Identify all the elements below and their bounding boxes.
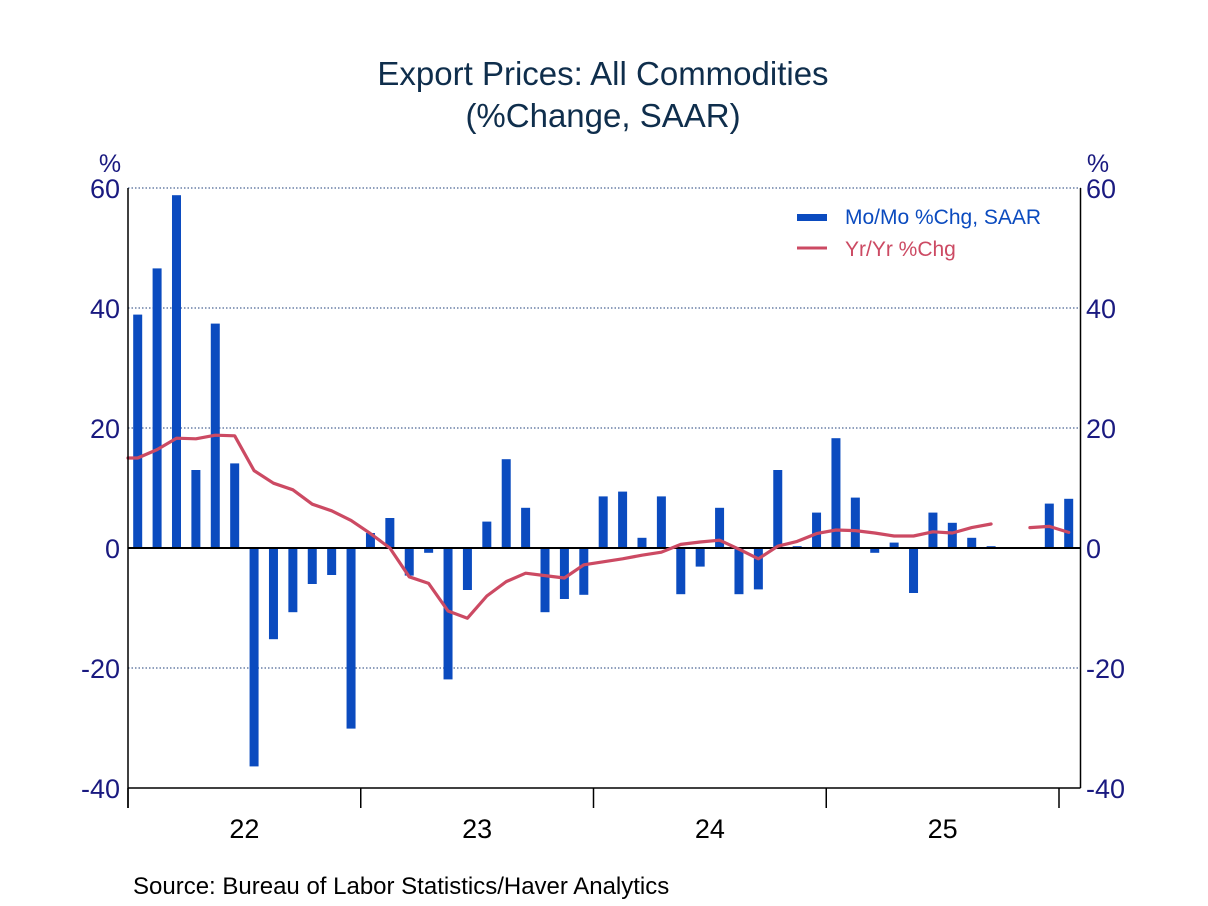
mom-bar xyxy=(191,470,201,548)
y-tick-label-left: -20 xyxy=(81,654,120,684)
mom-bar xyxy=(579,548,589,595)
y-tick-label-left: 40 xyxy=(90,294,120,324)
mom-bar xyxy=(656,496,666,548)
y-tick-label-left: 20 xyxy=(90,414,120,444)
mom-bar xyxy=(482,521,492,548)
mom-bar xyxy=(909,548,919,593)
mom-bar xyxy=(133,314,143,548)
left-y-unit: % xyxy=(99,150,121,178)
mom-bar xyxy=(715,507,725,548)
gridlines xyxy=(128,187,1081,669)
y-tick-label-right: 0 xyxy=(1086,534,1101,564)
mom-bar xyxy=(462,548,472,590)
y-tick-label-right: 20 xyxy=(1086,414,1116,444)
mom-bar xyxy=(1064,498,1074,548)
mom-bar xyxy=(540,548,550,613)
y-tick-label-left: -40 xyxy=(81,774,120,804)
legend-swatch-mom xyxy=(797,214,827,221)
legend: Mo/Mo %Chg, SAAR Yr/Yr %Chg xyxy=(797,206,1041,261)
mom-bar xyxy=(870,548,880,553)
mom-bar xyxy=(152,268,162,548)
left-y-axis-labels: 60 40 20 0 -20 -40 xyxy=(81,174,120,804)
mom-bar xyxy=(424,548,434,553)
yoy-line-group xyxy=(126,433,1071,620)
mom-bar xyxy=(327,548,337,575)
mom-bar xyxy=(637,537,647,548)
mom-bar xyxy=(889,542,899,548)
mom-bar xyxy=(734,548,744,595)
mom-bar xyxy=(521,507,531,548)
mom-bar xyxy=(404,548,414,576)
mom-bar xyxy=(967,537,977,548)
mom-bar xyxy=(288,548,298,613)
mom-bars xyxy=(133,195,1074,767)
mom-bar xyxy=(947,522,957,548)
mom-bar xyxy=(753,548,763,590)
y-tick-label-left: 0 xyxy=(105,534,120,564)
mom-bar xyxy=(676,548,686,595)
mom-bar xyxy=(773,470,783,548)
x-tick-label: 22 xyxy=(229,814,259,844)
yoy-line-segment xyxy=(126,433,993,620)
mom-bar xyxy=(230,463,240,548)
y-tick-label-left: 60 xyxy=(90,174,120,204)
y-tick-label-right: 60 xyxy=(1086,174,1116,204)
legend-label-yoy: Yr/Yr %Chg xyxy=(845,238,956,261)
mom-bar xyxy=(831,438,841,548)
y-tick-label-right: -20 xyxy=(1086,654,1125,684)
mom-bar xyxy=(618,491,628,548)
mom-bar xyxy=(171,195,181,548)
yoy-line-segment xyxy=(1028,524,1071,535)
mom-bar xyxy=(559,548,569,599)
mom-bar xyxy=(249,548,259,767)
mom-bar xyxy=(501,459,511,548)
mom-bar xyxy=(365,533,375,548)
legend-label-mom: Mo/Mo %Chg, SAAR xyxy=(845,206,1041,229)
x-tick-label: 23 xyxy=(462,814,492,844)
right-y-unit: % xyxy=(1087,150,1109,178)
mom-bar xyxy=(385,518,395,548)
y-tick-label-right: 40 xyxy=(1086,294,1116,324)
x-axis-ticks: 22 23 24 25 xyxy=(127,788,1060,844)
right-y-axis-labels: 60 40 20 0 -20 -40 xyxy=(1086,174,1125,804)
mom-bar xyxy=(346,548,356,729)
x-tick-label: 24 xyxy=(695,814,725,844)
chart-title: Export Prices: All Commodities xyxy=(377,55,828,92)
mom-bar xyxy=(307,548,317,584)
y-tick-label-right: -40 xyxy=(1086,774,1125,804)
mom-bar xyxy=(598,496,608,548)
mom-bar xyxy=(443,548,453,680)
mom-bar xyxy=(268,548,278,640)
mom-bar xyxy=(812,512,822,548)
chart-subtitle: (%Change, SAAR) xyxy=(465,97,740,134)
mom-bar xyxy=(695,548,705,567)
mom-bar xyxy=(850,497,860,548)
source-note: Source: Bureau of Labor Statistics/Haver… xyxy=(133,873,669,900)
x-tick-label: 25 xyxy=(928,814,958,844)
